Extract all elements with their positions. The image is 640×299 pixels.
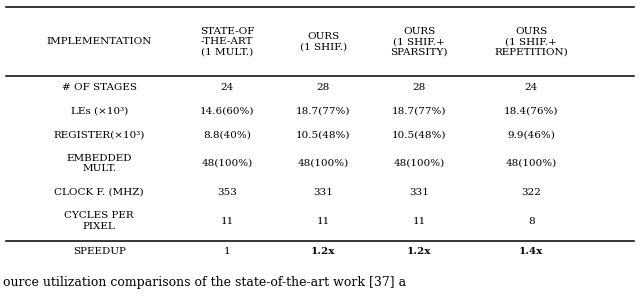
Text: 9.9(46%): 9.9(46%)	[508, 130, 555, 139]
Text: # OF STAGES: # OF STAGES	[61, 83, 137, 92]
Text: 18.7(77%): 18.7(77%)	[392, 107, 447, 116]
Text: CLOCK F. (MHZ): CLOCK F. (MHZ)	[54, 188, 144, 197]
Text: 48(100%): 48(100%)	[202, 159, 253, 168]
Text: CYCLES PER
PIXEL: CYCLES PER PIXEL	[65, 211, 134, 231]
Text: 11: 11	[413, 216, 426, 226]
Text: 11: 11	[317, 216, 330, 226]
Text: 1.2x: 1.2x	[311, 247, 335, 256]
Text: 331: 331	[409, 188, 429, 197]
Text: SPEEDUP: SPEEDUP	[73, 247, 125, 256]
Text: 24: 24	[221, 83, 234, 92]
Text: OURS
(1 SHIF.): OURS (1 SHIF.)	[300, 32, 347, 51]
Text: IMPLEMENTATION: IMPLEMENTATION	[47, 37, 152, 46]
Text: 18.4(76%): 18.4(76%)	[504, 107, 559, 116]
Text: 1: 1	[224, 247, 230, 256]
Text: 10.5(48%): 10.5(48%)	[296, 130, 351, 139]
Text: 8: 8	[528, 216, 534, 226]
Text: 28: 28	[317, 83, 330, 92]
Text: STATE-OF
-THE-ART
(1 MULT.): STATE-OF -THE-ART (1 MULT.)	[200, 27, 254, 57]
Text: 8.8(40%): 8.8(40%)	[204, 130, 251, 139]
Text: 48(100%): 48(100%)	[298, 159, 349, 168]
Text: ource utilization comparisons of the state-of-the-art work [37] a: ource utilization comparisons of the sta…	[3, 276, 406, 289]
Text: 1.2x: 1.2x	[407, 247, 431, 256]
Text: OURS
(1 SHIF.+
SPARSITY): OURS (1 SHIF.+ SPARSITY)	[390, 27, 448, 57]
Text: 11: 11	[221, 216, 234, 226]
Text: REGISTER(×10³): REGISTER(×10³)	[54, 130, 145, 139]
Text: 14.6(60%): 14.6(60%)	[200, 107, 255, 116]
Text: 353: 353	[217, 188, 237, 197]
Text: 48(100%): 48(100%)	[394, 159, 445, 168]
Text: 18.7(77%): 18.7(77%)	[296, 107, 351, 116]
Text: OURS
(1 SHIF.+
REPETITION): OURS (1 SHIF.+ REPETITION)	[494, 27, 568, 57]
Text: LEs (×10³): LEs (×10³)	[70, 107, 128, 116]
Text: 28: 28	[413, 83, 426, 92]
Text: EMBEDDED
MULT.: EMBEDDED MULT.	[67, 154, 132, 173]
Text: 48(100%): 48(100%)	[506, 159, 557, 168]
Text: 322: 322	[521, 188, 541, 197]
Text: 10.5(48%): 10.5(48%)	[392, 130, 447, 139]
Text: 1.4x: 1.4x	[519, 247, 543, 256]
Text: 24: 24	[525, 83, 538, 92]
Text: 331: 331	[313, 188, 333, 197]
